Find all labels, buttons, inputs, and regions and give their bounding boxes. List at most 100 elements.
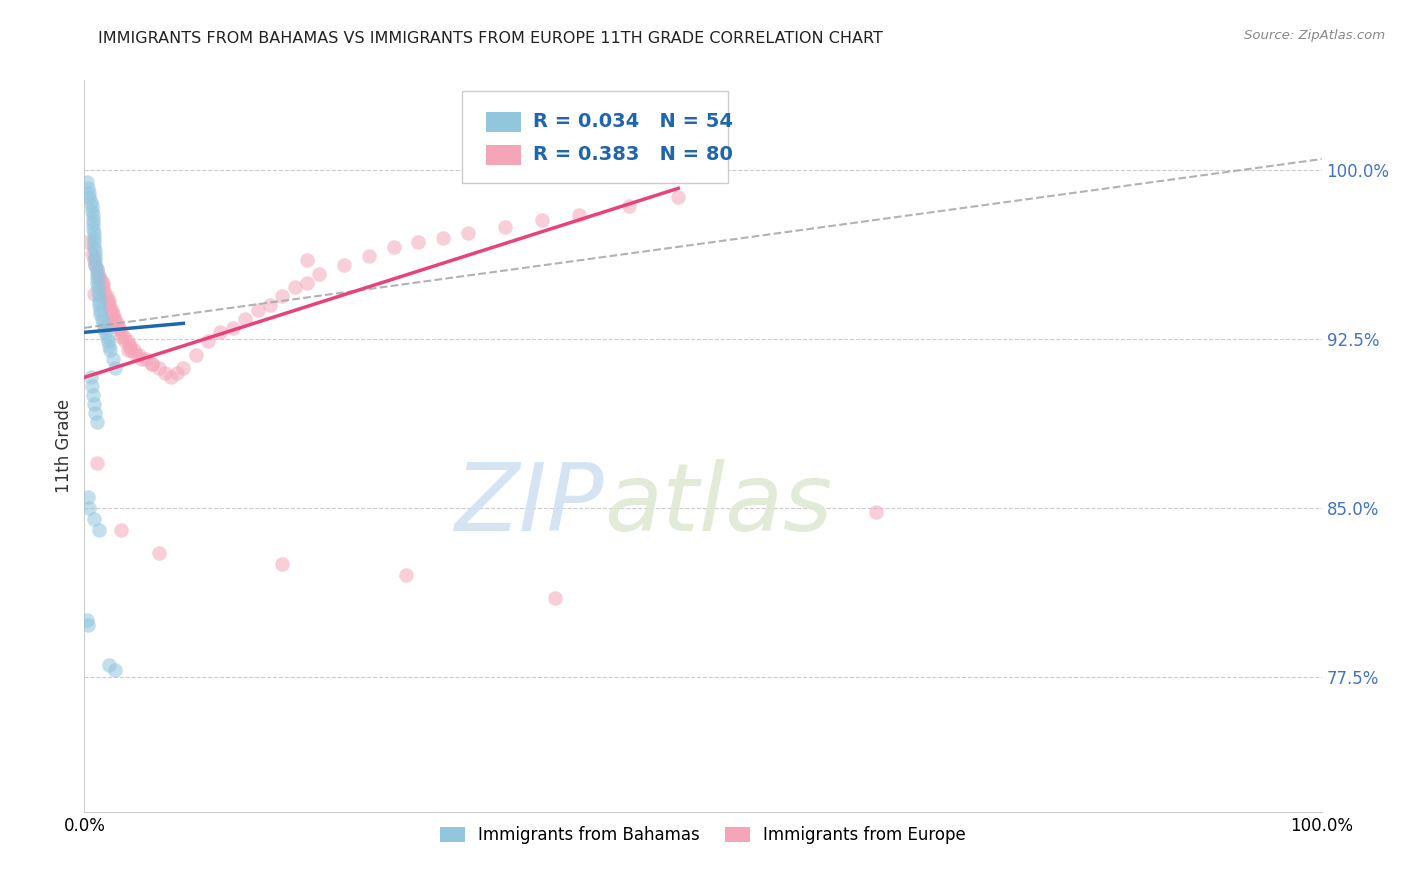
- Point: [76, 175, 98, 189]
- Point: [87, 267, 110, 281]
- Point: [98, 316, 121, 330]
- Point: [104, 663, 127, 677]
- Point: [308, 267, 330, 281]
- Point: [97, 334, 120, 349]
- Point: [114, 334, 136, 349]
- Point: [89, 298, 111, 312]
- Point: [110, 524, 132, 538]
- Point: [83, 235, 105, 250]
- Point: [94, 289, 117, 303]
- Point: [96, 289, 118, 303]
- Point: [148, 546, 170, 560]
- Point: [87, 285, 110, 299]
- Point: [128, 348, 150, 362]
- Text: IMMIGRANTS FROM BAHAMAS VS IMMIGRANTS FROM EUROPE 11TH GRADE CORRELATION CHART: IMMIGRANTS FROM BAHAMAS VS IMMIGRANTS FR…: [98, 31, 883, 46]
- Text: R = 0.383   N = 80: R = 0.383 N = 80: [533, 145, 734, 164]
- Point: [96, 330, 118, 344]
- Point: [103, 311, 125, 326]
- Point: [89, 307, 111, 321]
- Point: [408, 235, 430, 250]
- Point: [160, 370, 183, 384]
- Legend: Immigrants from Bahamas, Immigrants from Europe: Immigrants from Bahamas, Immigrants from…: [433, 820, 973, 851]
- Point: [865, 505, 887, 519]
- Point: [172, 361, 194, 376]
- Point: [184, 348, 207, 362]
- Point: [89, 289, 111, 303]
- Point: [118, 339, 141, 353]
- FancyBboxPatch shape: [486, 112, 522, 132]
- Point: [295, 276, 318, 290]
- Point: [91, 280, 114, 294]
- Point: [117, 334, 139, 349]
- Point: [86, 262, 108, 277]
- FancyBboxPatch shape: [486, 145, 522, 165]
- Point: [284, 280, 307, 294]
- Point: [91, 316, 114, 330]
- Point: [82, 217, 104, 231]
- Point: [79, 186, 101, 200]
- Point: [80, 379, 103, 393]
- FancyBboxPatch shape: [461, 91, 728, 183]
- Point: [259, 298, 281, 312]
- Point: [531, 212, 554, 227]
- Point: [83, 397, 105, 411]
- Point: [83, 227, 105, 241]
- Point: [80, 199, 103, 213]
- Point: [148, 361, 170, 376]
- Point: [568, 208, 591, 222]
- Point: [80, 246, 103, 260]
- Point: [86, 456, 108, 470]
- Point: [79, 194, 101, 209]
- Point: [543, 591, 565, 605]
- Point: [112, 330, 135, 344]
- Point: [77, 181, 100, 195]
- Point: [295, 253, 318, 268]
- Point: [83, 253, 105, 268]
- Point: [117, 343, 139, 358]
- Point: [666, 190, 689, 204]
- Point: [98, 293, 121, 308]
- Point: [87, 280, 110, 294]
- Point: [79, 190, 101, 204]
- Point: [94, 326, 117, 340]
- Point: [197, 334, 219, 349]
- Point: [84, 244, 107, 259]
- Point: [77, 235, 100, 250]
- Point: [77, 490, 100, 504]
- Point: [457, 227, 479, 241]
- Point: [617, 199, 640, 213]
- Point: [89, 302, 111, 317]
- Point: [80, 203, 103, 218]
- Point: [77, 618, 100, 632]
- Text: Source: ZipAtlas.com: Source: ZipAtlas.com: [1244, 29, 1385, 42]
- Point: [271, 557, 294, 571]
- Point: [89, 271, 111, 285]
- Text: atlas: atlas: [605, 459, 832, 550]
- Point: [110, 326, 132, 340]
- Point: [86, 262, 108, 277]
- Point: [98, 658, 121, 673]
- Point: [153, 366, 176, 380]
- Point: [83, 287, 105, 301]
- Point: [209, 326, 232, 340]
- Point: [357, 249, 380, 263]
- Point: [105, 316, 128, 330]
- Point: [141, 357, 163, 371]
- Point: [233, 311, 256, 326]
- Point: [83, 512, 105, 526]
- Y-axis label: 11th Grade: 11th Grade: [55, 399, 73, 493]
- Point: [104, 361, 127, 376]
- Point: [98, 298, 121, 312]
- Point: [104, 316, 127, 330]
- Point: [120, 343, 142, 358]
- Point: [89, 271, 111, 285]
- Point: [104, 311, 127, 326]
- Point: [82, 212, 104, 227]
- Point: [107, 321, 129, 335]
- Point: [101, 307, 124, 321]
- Point: [98, 343, 121, 358]
- Point: [129, 352, 152, 367]
- Point: [82, 222, 104, 236]
- Point: [90, 276, 112, 290]
- Point: [93, 285, 115, 299]
